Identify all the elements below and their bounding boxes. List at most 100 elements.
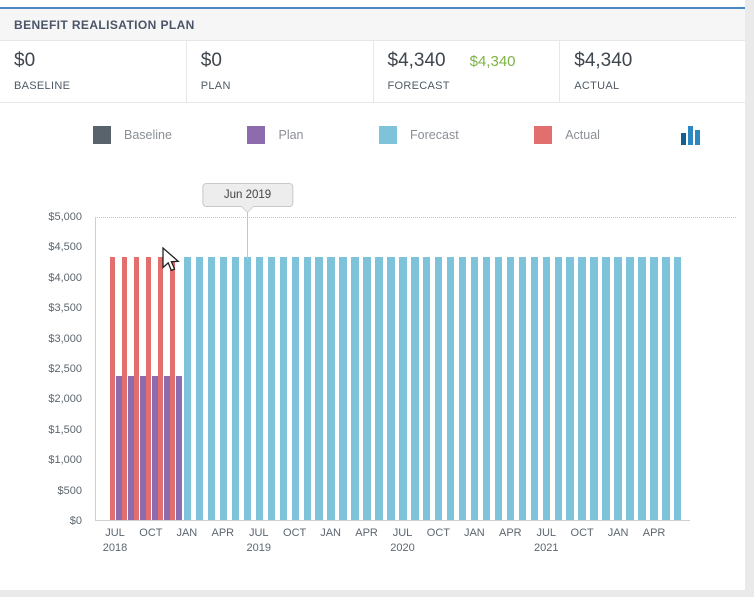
bar-forecast[interactable]	[195, 257, 204, 520]
bar-forecast[interactable]	[363, 257, 371, 520]
bar-forecast[interactable]	[458, 257, 467, 520]
bar-slot[interactable]	[660, 217, 672, 520]
bar-slot[interactable]	[612, 217, 624, 520]
bar-slot[interactable]	[409, 217, 421, 520]
bar-slot[interactable]	[385, 217, 397, 520]
bar-slot[interactable]	[481, 217, 493, 520]
bar-forecast[interactable]	[399, 257, 407, 520]
bar-slot[interactable]	[301, 217, 313, 520]
bar-forecast[interactable]	[602, 257, 610, 520]
bar-slot[interactable]	[253, 217, 265, 520]
bar-forecast[interactable]	[674, 257, 682, 520]
bar-forecast[interactable]	[446, 257, 455, 520]
bar-slot[interactable]	[672, 217, 684, 520]
bar-forecast[interactable]	[303, 257, 311, 520]
bar-forecast[interactable]	[494, 257, 503, 520]
bar-slot[interactable]	[265, 217, 277, 520]
bar-slot[interactable]	[504, 217, 516, 520]
bar-plan[interactable]	[176, 376, 182, 520]
bar-forecast[interactable]	[614, 257, 622, 520]
bar-actual[interactable]	[157, 257, 164, 520]
legend-item-plan[interactable]: Plan	[247, 126, 304, 144]
bar-forecast[interactable]	[375, 257, 383, 520]
bar-slot[interactable]	[194, 217, 206, 520]
bar-slot[interactable]	[325, 217, 337, 520]
bar-slot[interactable]	[157, 217, 170, 520]
bar-forecast[interactable]	[423, 257, 431, 520]
bar-slot[interactable]	[648, 217, 660, 520]
bar-slot[interactable]	[636, 217, 648, 520]
bar-slot[interactable]	[134, 217, 146, 520]
bar-actual[interactable]	[122, 257, 128, 520]
bar-slot[interactable]	[373, 217, 385, 520]
bar-plan[interactable]	[152, 376, 158, 520]
chart-type-button[interactable]	[680, 124, 704, 146]
legend-item-baseline[interactable]: Baseline	[93, 126, 172, 144]
bar-forecast[interactable]	[315, 257, 323, 520]
bar-forecast[interactable]	[411, 257, 419, 520]
bar-slot[interactable]	[289, 217, 301, 520]
bar-forecast[interactable]	[626, 257, 634, 520]
bar-slot[interactable]	[624, 217, 636, 520]
legend-item-actual[interactable]: Actual	[534, 126, 600, 144]
bar-slot[interactable]	[493, 217, 505, 520]
bar-slot[interactable]	[445, 217, 457, 520]
bar-slot[interactable]	[169, 217, 182, 520]
bar-forecast[interactable]	[219, 257, 228, 520]
bar-forecast[interactable]	[267, 257, 276, 520]
bar-slot[interactable]	[433, 217, 445, 520]
bar-slot[interactable]	[469, 217, 481, 520]
bar-forecast[interactable]	[387, 257, 395, 520]
bar-slot[interactable]	[588, 217, 600, 520]
bar-slot[interactable]	[110, 217, 122, 520]
bar-forecast[interactable]	[207, 257, 216, 520]
bar-forecast[interactable]	[554, 257, 562, 520]
bar-forecast[interactable]	[255, 257, 264, 520]
bar-slot[interactable]	[218, 217, 230, 520]
bar-forecast[interactable]	[662, 257, 670, 520]
bar-actual[interactable]	[169, 257, 176, 520]
bar-slot[interactable]	[564, 217, 576, 520]
bar-slot[interactable]	[337, 217, 349, 520]
bar-forecast[interactable]	[566, 257, 574, 520]
bar-forecast[interactable]	[530, 257, 539, 520]
bar-plan[interactable]	[128, 376, 134, 520]
bar-slot[interactable]	[277, 217, 289, 520]
bar-forecast[interactable]	[590, 257, 598, 520]
bar-actual[interactable]	[145, 257, 152, 520]
bar-slot[interactable]	[457, 217, 469, 520]
bar-slot[interactable]	[361, 217, 373, 520]
bar-forecast[interactable]	[183, 257, 192, 520]
bar-actual[interactable]	[110, 257, 116, 520]
bar-forecast[interactable]	[291, 257, 299, 520]
bar-slot[interactable]	[122, 217, 134, 520]
bar-plan[interactable]	[140, 376, 146, 520]
bar-slot[interactable]	[552, 217, 564, 520]
bar-forecast[interactable]	[578, 257, 586, 520]
bar-slot[interactable]	[230, 217, 242, 520]
bar-slot[interactable]	[397, 217, 409, 520]
bar-plan[interactable]	[116, 376, 122, 520]
bar-slot[interactable]	[145, 217, 158, 520]
bar-forecast[interactable]	[542, 257, 550, 520]
bar-slot[interactable]	[516, 217, 528, 520]
bar-slot[interactable]	[349, 217, 361, 520]
bar-forecast[interactable]	[470, 257, 479, 520]
bar-forecast[interactable]	[650, 257, 658, 520]
bar-slot[interactable]	[313, 217, 325, 520]
bar-forecast[interactable]	[638, 257, 646, 520]
bar-actual[interactable]	[134, 257, 140, 520]
bar-forecast[interactable]	[506, 257, 515, 520]
bar-forecast[interactable]	[231, 257, 240, 520]
bar-slot[interactable]	[576, 217, 588, 520]
bar-forecast[interactable]	[351, 257, 359, 520]
bar-slot[interactable]	[241, 217, 253, 520]
bar-slot[interactable]	[421, 217, 433, 520]
bar-forecast[interactable]	[339, 257, 347, 520]
bar-plan[interactable]	[164, 376, 170, 520]
bar-forecast[interactable]	[279, 257, 288, 520]
bar-slot[interactable]	[540, 217, 552, 520]
bar-slot[interactable]	[182, 217, 194, 520]
bar-forecast[interactable]	[327, 257, 335, 520]
bar-slot[interactable]	[206, 217, 218, 520]
